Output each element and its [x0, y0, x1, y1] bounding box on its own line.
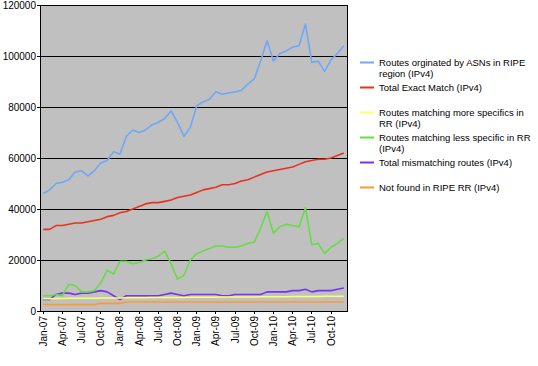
- legend-swatch: [360, 137, 374, 139]
- y-tick-label: 0: [30, 306, 36, 317]
- y-tick-label: 20000: [8, 255, 36, 266]
- plot-background: [40, 5, 347, 311]
- x-tick-label: Oct-07: [95, 316, 106, 346]
- x-tick-label: Jul-09: [230, 316, 241, 344]
- legend-line: Total Exact Match (IPv4): [379, 82, 482, 93]
- series-line: [43, 288, 344, 299]
- y-tick-label: 100000: [3, 51, 37, 62]
- legend-line: region (IPv4): [379, 68, 433, 79]
- legend-line: Routes matching less specific in RR: [379, 132, 531, 143]
- y-tick-label: 80000: [8, 102, 36, 113]
- x-tick-label: Jan-07: [38, 316, 49, 347]
- legend: Routes orginated by ASNs in RIPEregion (…: [360, 57, 531, 193]
- x-tick-label: Apr-09: [210, 316, 221, 346]
- legend-label: Routes matching more specifics inRR (IPv…: [379, 107, 524, 129]
- x-tick-label: Jul-07: [76, 316, 87, 344]
- legend-line: RR (IPv4): [379, 118, 421, 129]
- grid-line: [40, 158, 347, 159]
- legend-line: (IPv4): [379, 143, 404, 154]
- series-line: [43, 302, 344, 305]
- x-tick-label: Oct-08: [172, 316, 183, 346]
- y-tick-label: 40000: [8, 204, 36, 215]
- legend-swatch: [360, 87, 374, 89]
- x-tick-label: Jan-08: [114, 316, 125, 347]
- legend-label: Routes matching less specific in RR(IPv4…: [379, 132, 531, 154]
- legend-line: Routes matching more specifics in: [379, 107, 524, 118]
- plot-lines: [43, 24, 344, 305]
- legend-label: Total mismatching routes (IPv4): [379, 157, 512, 168]
- series-line: [43, 24, 344, 194]
- x-tick-label: Oct-09: [249, 316, 260, 346]
- grid-line: [40, 209, 347, 210]
- legend-line: Routes orginated by ASNs in RIPE: [379, 57, 525, 68]
- legend-swatch: [360, 62, 374, 64]
- legend-swatch: [360, 112, 374, 114]
- legend-label: Total Exact Match (IPv4): [379, 82, 482, 93]
- x-tick-label: Jul-10: [306, 316, 317, 344]
- legend-line: Total mismatching routes (IPv4): [379, 157, 512, 168]
- x-tick-label: Oct-10: [326, 316, 337, 346]
- chart: 0 20000 40000 60000 80000 100000 120000 Jan-07 A…: [0, 0, 538, 366]
- plot-frame: [40, 5, 347, 311]
- x-tick-label: Jul-08: [153, 316, 164, 344]
- grid-line: [40, 260, 347, 261]
- legend-label: Not found in RIPE RR (IPv4): [379, 182, 499, 193]
- y-tick-label: 120000: [3, 0, 37, 11]
- y-tick-label: 60000: [8, 153, 36, 164]
- x-tick-label: Jan-10: [268, 316, 279, 347]
- grid-line: [40, 56, 347, 57]
- grid-line: [40, 107, 347, 108]
- legend-line: Not found in RIPE RR (IPv4): [379, 182, 499, 193]
- x-tick-label: Apr-08: [134, 316, 145, 346]
- series-line: [43, 153, 344, 230]
- x-tick-label: Apr-07: [57, 316, 68, 346]
- x-tick-label: Jan-09: [191, 316, 202, 347]
- x-tick-label: Apr-10: [287, 316, 298, 346]
- legend-label: Routes orginated by ASNs in RIPEregion (…: [379, 57, 525, 79]
- legend-swatch: [360, 162, 374, 164]
- series-line: [43, 296, 344, 299]
- legend-swatch: [360, 187, 374, 189]
